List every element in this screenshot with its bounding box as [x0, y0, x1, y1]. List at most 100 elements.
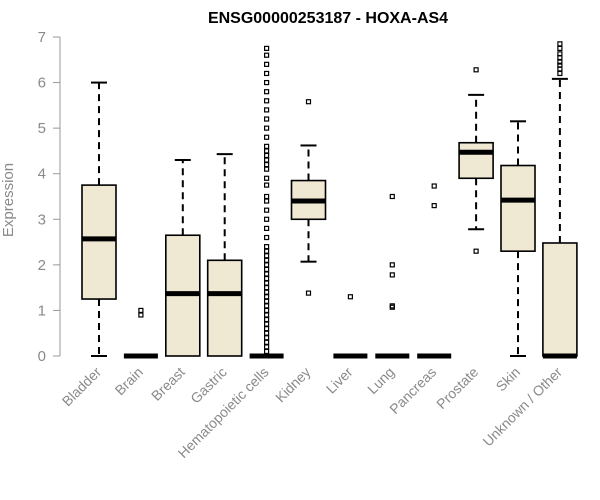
box-prostate: [458, 67, 494, 254]
outlier-point: [264, 125, 270, 131]
outlier-point: [264, 216, 270, 222]
box-brain: [123, 307, 158, 359]
outlier-point: [264, 70, 270, 77]
outlier-point: [138, 307, 144, 314]
outlier-point: [264, 348, 270, 355]
box-pancreas: [417, 183, 452, 359]
outlier-point: [264, 330, 270, 336]
box-iqr: [458, 141, 494, 180]
outlier-point: [264, 294, 270, 300]
y-axis: 0 1 2 3 4 5 6 7: [38, 29, 61, 365]
outlier-point: [264, 303, 270, 309]
category-label: Pancreas: [386, 364, 439, 417]
outlier-point: [473, 248, 479, 254]
outlier-point: [264, 162, 270, 168]
outlier-point: [389, 193, 395, 200]
box-iqr: [500, 164, 536, 252]
y-tick-label: 6: [38, 75, 46, 92]
outlier-point: [264, 326, 270, 332]
outlier-point: [264, 316, 270, 323]
outlier-point: [264, 207, 270, 213]
category-label: Kidney: [272, 364, 314, 406]
outlier-point: [389, 303, 395, 309]
outlier-point: [264, 52, 270, 58]
outlier-point: [264, 182, 270, 188]
outlier-point: [264, 289, 270, 295]
outlier-point: [138, 312, 144, 318]
outlier-point: [264, 253, 270, 259]
outlier-point: [557, 62, 563, 68]
box-lung: [375, 193, 410, 359]
category-label: Lung: [364, 364, 397, 397]
outlier-point: [473, 67, 479, 73]
chart-title: ENSG00000253187 - HOXA-AS4: [208, 10, 448, 27]
box-plots: [81, 41, 578, 359]
outlier-point: [557, 70, 563, 77]
outlier-point: [264, 45, 270, 51]
outlier-point: [264, 321, 270, 327]
outlier-point: [389, 272, 395, 278]
outlier-point: [264, 298, 270, 304]
outlier-point: [264, 312, 270, 318]
outlier-point: [264, 166, 270, 172]
y-tick-label: 3: [38, 211, 46, 228]
box-hematopoietic-cells: [249, 45, 284, 359]
box-unknown-other: [542, 41, 578, 359]
box-liver: [333, 294, 368, 359]
outlier-point: [264, 344, 270, 350]
outlier-point: [264, 257, 270, 263]
outlier-point: [264, 143, 270, 149]
box-kidney: [290, 99, 327, 296]
outlier-point: [264, 275, 270, 282]
outlier-point: [264, 175, 270, 181]
outlier-point: [264, 61, 270, 67]
box-iqr: [542, 242, 578, 357]
outlier-point: [431, 183, 437, 189]
outlier-point: [557, 41, 563, 47]
outlier-point: [264, 152, 270, 159]
box-bladder: [81, 81, 117, 357]
outlier-point: [264, 225, 270, 231]
outlier-point: [264, 234, 270, 241]
outlier-point: [264, 193, 270, 200]
outlier-point: [389, 304, 395, 310]
outlier-point: [264, 271, 270, 277]
category-label: Skin: [493, 364, 524, 395]
outlier-point: [264, 134, 270, 140]
outlier-point: [264, 248, 270, 254]
outlier-point: [264, 266, 270, 273]
y-tick-label: 2: [38, 257, 46, 274]
outlier-point: [264, 339, 270, 345]
outlier-point: [264, 198, 270, 204]
category-label: Liver: [323, 364, 356, 397]
outlier-point: [264, 79, 270, 86]
outlier-point: [264, 107, 270, 113]
outlier-point: [264, 244, 270, 250]
category-label: Unknown / Other: [479, 364, 565, 450]
category-label: Breast: [148, 364, 188, 404]
outlier-point: [264, 307, 270, 314]
box-skin: [500, 120, 536, 357]
y-tick-label: 0: [38, 348, 46, 365]
outlier-point: [264, 262, 270, 268]
y-tick-label: 4: [38, 166, 46, 183]
outlier-point: [264, 285, 270, 291]
category-label: Prostate: [433, 364, 481, 412]
y-tick-label: 7: [38, 29, 46, 46]
outlier-point: [557, 45, 563, 51]
box-breast: [165, 159, 201, 357]
category-label: Bladder: [59, 364, 105, 410]
outlier-point: [264, 116, 270, 122]
outlier-point: [264, 157, 270, 163]
outlier-point: [264, 89, 270, 95]
y-axis-label: Expression: [0, 163, 17, 237]
outlier-point: [557, 59, 563, 65]
y-tick-label: 1: [38, 302, 46, 319]
outlier-point: [431, 203, 437, 209]
outlier-point: [557, 51, 563, 57]
outlier-point: [347, 294, 353, 300]
box-iqr: [81, 184, 117, 300]
outlier-point: [264, 98, 270, 104]
